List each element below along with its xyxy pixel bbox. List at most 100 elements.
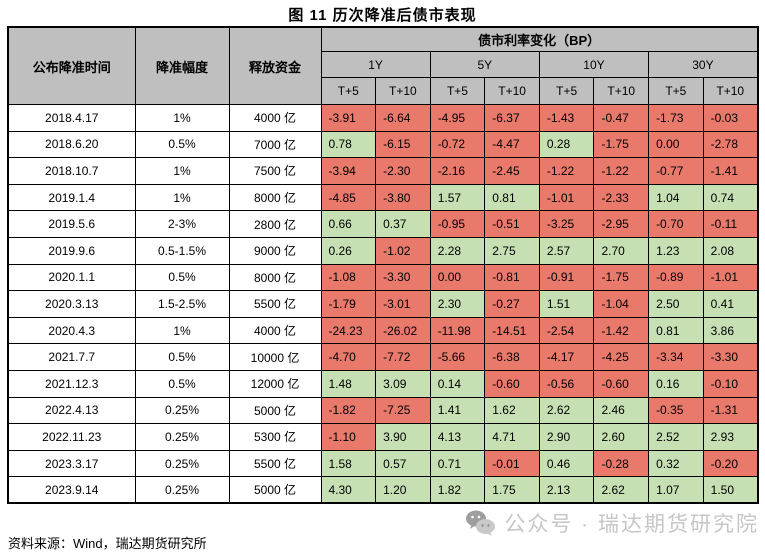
cell-bp-change: -0.28 <box>593 449 650 478</box>
cell-bp-change: 3.90 <box>375 423 431 451</box>
cell-bp-change: 2.57 <box>538 236 595 265</box>
cell-cut-size: 0.25% <box>134 423 230 451</box>
cell-bp-change: -0.91 <box>538 263 595 292</box>
table-row: 2021.7.7 0.5% 10000 亿 -4.70 -7.72 -5.66 -6.38-… <box>7 343 759 371</box>
table-row: 2019.1.4 1% 8000 亿 -4.85 -3.80 1.57 0.81 -1.01-… <box>7 183 759 212</box>
cell-announce-date: 2022.11.23 <box>7 423 136 451</box>
cell-announce-date: 2022.4.13 <box>7 396 136 425</box>
table-row: 2023.3.17 0.25% 5500 亿 1.58 0.57 0.71 -0.01 0.4… <box>7 449 759 478</box>
col-header-10y-t10: T+10 <box>593 77 650 105</box>
cell-bp-change: -0.89 <box>648 263 704 292</box>
cell-bp-change: -1.04 <box>593 290 650 318</box>
cell-bp-change: 2.50 <box>648 290 704 318</box>
cell-announce-date: 2019.9.6 <box>7 236 136 265</box>
cell-bp-change: -7.25 <box>375 396 431 425</box>
cell-bp-change: -1.08 <box>320 263 377 292</box>
col-header-bp-change-group: 债市利率变化（BP） <box>320 26 759 52</box>
table-row: 2020.3.13 1.5-2.5% 5500 亿 -1.79 -3.01 2.30 -0.… <box>7 290 759 318</box>
cell-bp-change: 2.70 <box>593 236 650 265</box>
cell-bp-change: -1.42 <box>593 316 650 345</box>
cell-bp-change: -4.95 <box>429 104 486 132</box>
cell-bp-change: 0.14 <box>429 369 486 398</box>
cell-bp-change: -2.54 <box>538 316 595 345</box>
cell-funds-released: 4000 亿 <box>228 316 322 345</box>
cell-bp-change: 2.62 <box>593 476 650 504</box>
cell-cut-size: 1% <box>134 316 230 345</box>
cell-announce-date: 2018.10.7 <box>7 157 136 185</box>
cell-bp-change: 1.48 <box>320 369 377 398</box>
cell-bp-change: -1.01 <box>538 183 595 212</box>
cell-bp-change: 1.82 <box>429 476 486 504</box>
cell-bp-change: -1.31 <box>702 396 759 425</box>
cell-bp-change: 1.04 <box>648 183 704 212</box>
cell-bp-change: -0.95 <box>429 210 486 238</box>
cell-bp-change: 2.30 <box>429 290 486 318</box>
cell-bp-change: -2.95 <box>593 210 650 238</box>
cell-bp-change: -0.60 <box>593 369 650 398</box>
cell-cut-size: 0.25% <box>134 476 230 504</box>
cell-cut-size: 1.5-2.5% <box>134 290 230 318</box>
col-header-5y-t5: T+5 <box>429 77 486 105</box>
cell-funds-released: 5500 亿 <box>228 290 322 318</box>
cell-bp-change: -0.10 <box>702 369 759 398</box>
col-header-tenor-10y: 10Y <box>538 51 650 78</box>
cell-bp-change: 2.90 <box>538 423 595 451</box>
cell-cut-size: 1% <box>134 157 230 185</box>
table-row: 2020.4.3 1% 4000 亿 -24.23 -26.02 -11.98 -14.51… <box>7 316 759 345</box>
source-note: 资料来源：Wind，瑞达期货研究所 <box>8 536 207 551</box>
cell-bp-change: -1.22 <box>593 157 650 185</box>
cell-bp-change: 1.41 <box>429 396 486 425</box>
cell-bp-change: -0.20 <box>702 449 759 478</box>
table-row: 2018.4.17 1% 4000 亿 -3.91 -6.64 -4.95 -6.37 -1.… <box>7 104 759 132</box>
table-row: 2023.9.14 0.25% 5000 亿 4.30 1.20 1.82 1.75 2.13… <box>7 476 759 504</box>
col-header-30y-t10: T+10 <box>702 77 759 105</box>
cell-bp-change: -1.22 <box>538 157 595 185</box>
cell-announce-date: 2018.4.17 <box>7 104 136 132</box>
figure-title: 图 11 历次降准后债市表现 <box>288 7 477 24</box>
rrr-cut-bond-table: 公布降准时间 降准幅度 释放资金 债市利率变化（BP） 1Y 5Y 10Y 30… <box>7 26 759 505</box>
cell-bp-change: 0.32 <box>648 449 704 478</box>
cell-bp-change: 1.23 <box>648 236 704 265</box>
cell-bp-change: 0.28 <box>538 130 595 159</box>
cell-announce-date: 2019.5.6 <box>7 210 136 238</box>
cell-bp-change: 0.71 <box>429 449 486 478</box>
cell-bp-change: -1.01 <box>702 263 759 292</box>
cell-bp-change: 1.07 <box>648 476 704 504</box>
cell-funds-released: 7000 亿 <box>228 130 322 159</box>
cell-cut-size: 0.25% <box>134 396 230 425</box>
cell-bp-change: -0.60 <box>484 369 540 398</box>
cell-bp-change: -0.81 <box>484 263 540 292</box>
cell-bp-change: -5.66 <box>429 343 486 371</box>
cell-funds-released: 2800 亿 <box>228 210 322 238</box>
cell-bp-change: 1.57 <box>429 183 486 212</box>
cell-funds-released: 4000 亿 <box>228 104 322 132</box>
cell-bp-change: -3.30 <box>702 343 759 371</box>
cell-bp-change: -1.82 <box>320 396 377 425</box>
cell-announce-date: 2021.12.3 <box>7 369 136 398</box>
cell-bp-change: 1.50 <box>702 476 759 504</box>
cell-bp-change: -6.15 <box>375 130 431 159</box>
cell-bp-change: 0.00 <box>648 130 704 159</box>
cell-bp-change: 3.09 <box>375 369 431 398</box>
table-row: 2020.1.1 0.5% 8000 亿 -1.08 -3.30 0.00 -0.81 -0.… <box>7 263 759 292</box>
cell-bp-change: 1.62 <box>484 396 540 425</box>
cell-bp-change: -24.23 <box>320 316 377 345</box>
cell-bp-change: -3.30 <box>375 263 431 292</box>
cell-bp-change: -1.75 <box>593 130 650 159</box>
col-header-announce-date: 公布降准时间 <box>7 26 136 105</box>
cell-cut-size: 2-3% <box>134 210 230 238</box>
cell-cut-size: 0.5-1.5% <box>134 236 230 265</box>
cell-bp-change: 0.46 <box>538 449 595 478</box>
cell-bp-change: 0.26 <box>320 236 377 265</box>
cell-bp-change: -1.73 <box>648 104 704 132</box>
cell-bp-change: 2.52 <box>648 423 704 451</box>
cell-cut-size: 0.5% <box>134 130 230 159</box>
cell-bp-change: 4.71 <box>484 423 540 451</box>
cell-bp-change: -1.43 <box>538 104 595 132</box>
cell-cut-size: 0.5% <box>134 369 230 398</box>
table-row: 2019.9.6 0.5-1.5% 9000 亿 0.26 -1.02 2.28 2.75 2… <box>7 236 759 265</box>
cell-bp-change: -6.64 <box>375 104 431 132</box>
cell-bp-change: -0.47 <box>593 104 650 132</box>
cell-bp-change: -0.11 <box>702 210 759 238</box>
